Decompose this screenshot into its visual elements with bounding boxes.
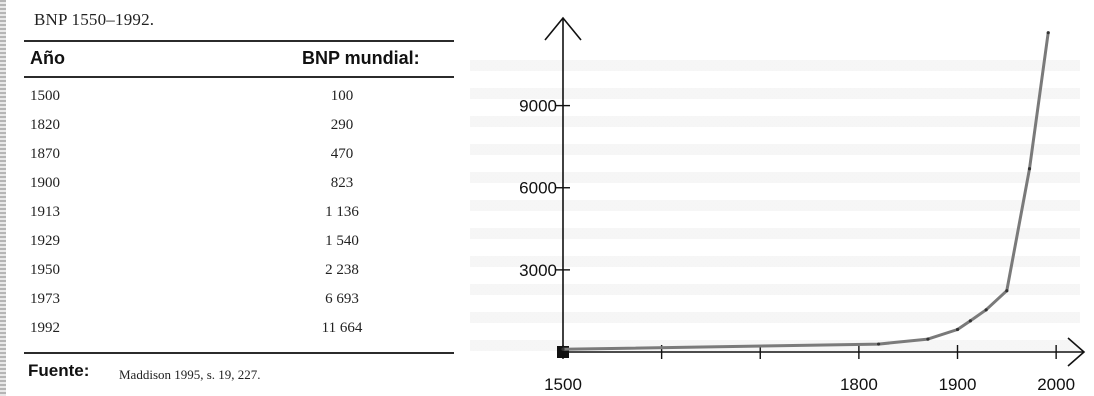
source-label: Fuente: bbox=[28, 361, 90, 380]
table-row: 1929 1 540 bbox=[12, 233, 452, 263]
gdp-cell: 290 bbox=[330, 117, 354, 133]
data-point bbox=[1005, 289, 1009, 293]
table-row: 1913 1 136 bbox=[12, 204, 452, 234]
data-point bbox=[955, 327, 960, 332]
gdp-cell: 6 693 bbox=[325, 291, 359, 307]
table-title: BNP 1550–1992. bbox=[34, 10, 155, 29]
year-cell: 1900 bbox=[30, 175, 60, 191]
year-cell: 1950 bbox=[30, 262, 60, 278]
x-tick-label: 2000 bbox=[1037, 375, 1075, 394]
year-cell: 1973 bbox=[30, 291, 60, 307]
gdp-cell: 470 bbox=[330, 146, 354, 162]
data-point bbox=[984, 308, 988, 312]
gdp-cell: 100 bbox=[330, 88, 354, 104]
year-cell: 1870 bbox=[30, 146, 60, 162]
data-point bbox=[1046, 31, 1050, 35]
column-header-year: Año bbox=[30, 48, 65, 68]
gdp-cell: 2 238 bbox=[325, 262, 359, 278]
data-point bbox=[1027, 167, 1032, 171]
year-cell: 1500 bbox=[30, 88, 60, 104]
y-tick-label: 9000 bbox=[519, 97, 557, 116]
table-row: 1973 6 693 bbox=[12, 291, 452, 321]
column-header-gdp: BNP mundial: bbox=[302, 48, 420, 68]
gdp-cell: 823 bbox=[330, 175, 354, 191]
x-axis-arrowhead bbox=[1067, 337, 1086, 367]
y-tick-label: 3000 bbox=[519, 261, 557, 280]
table-bottom-rule bbox=[24, 352, 454, 354]
table-row: 1992 11 664 bbox=[12, 320, 452, 350]
y-tick-label: 6000 bbox=[519, 179, 557, 198]
table-top-rule bbox=[24, 40, 454, 42]
year-cell: 1820 bbox=[30, 117, 60, 133]
table-header-rule bbox=[24, 76, 454, 78]
x-tick-label: 1800 bbox=[840, 375, 878, 394]
table-row: 1950 2 238 bbox=[12, 262, 452, 292]
year-cell: 1992 bbox=[30, 320, 60, 336]
background-print-texture bbox=[470, 60, 1080, 360]
data-point bbox=[877, 342, 881, 346]
table-row: 1900 823 bbox=[12, 175, 452, 205]
table-row: 1500 100 bbox=[12, 88, 452, 118]
gdp-cell: 1 540 bbox=[325, 233, 359, 249]
data-point bbox=[561, 347, 565, 351]
gdp-series-line bbox=[562, 32, 1050, 351]
year-cell: 1929 bbox=[30, 233, 60, 249]
data-point bbox=[926, 337, 930, 341]
gdp-cell: 11 664 bbox=[321, 320, 363, 336]
table-row: 1870 470 bbox=[12, 146, 452, 176]
data-point bbox=[968, 319, 972, 323]
table-row: 1820 290 bbox=[12, 117, 452, 147]
x-tick-label: 1900 bbox=[939, 375, 977, 394]
gdp-cell: 1 136 bbox=[325, 204, 359, 220]
gdp-table: BNP 1550–1992. Año BNP mundial: 1500 100… bbox=[12, 0, 454, 396]
x-tick-label: 1500 bbox=[544, 375, 582, 394]
page-edge-border bbox=[0, 0, 6, 396]
y-axis-arrowhead bbox=[544, 16, 582, 41]
source-citation: Maddison 1995, s. 19, 227. bbox=[119, 367, 261, 382]
year-cell: 1913 bbox=[30, 204, 60, 220]
